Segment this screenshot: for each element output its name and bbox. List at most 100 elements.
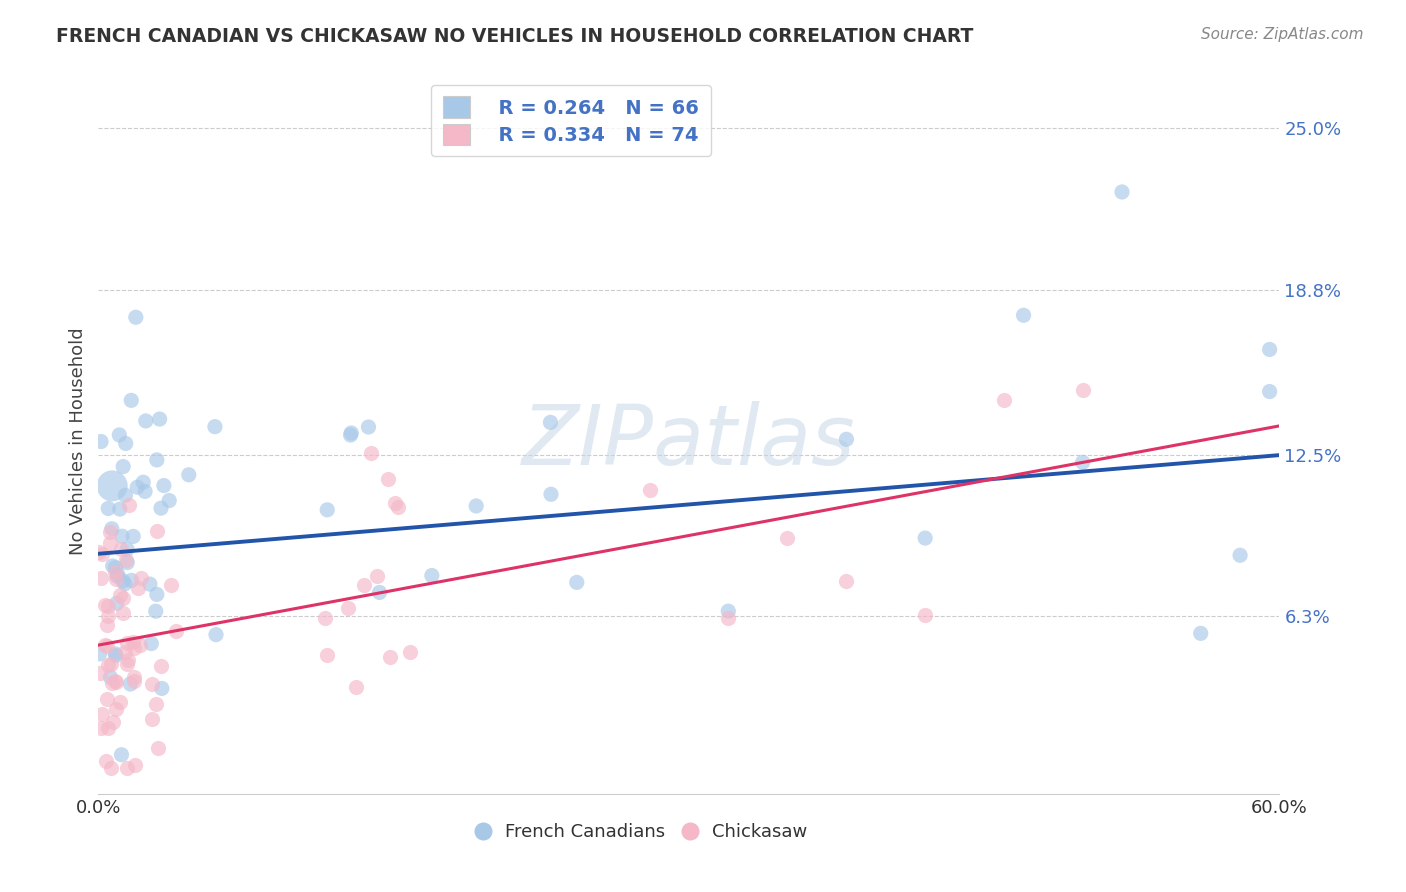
Point [914, 607, 936, 622]
Point [110, 542, 132, 557]
Point [101, 558, 124, 573]
Point [1071, 455, 1094, 469]
Point [149, 412, 172, 426]
Point [108, 502, 131, 516]
Point [111, 529, 134, 543]
Point [127, 581, 149, 595]
Point [125, 310, 148, 325]
Point [141, 712, 163, 726]
Point [145, 604, 167, 618]
Point [353, 577, 375, 591]
Point [316, 503, 339, 517]
Point [384, 496, 406, 510]
Point [98, 525, 121, 540]
Point [105, 572, 128, 586]
Point [1229, 548, 1251, 562]
Point [1012, 308, 1035, 322]
Point [146, 741, 169, 756]
Point [124, 673, 146, 688]
Point [118, 499, 141, 513]
Point [141, 636, 163, 650]
Point [314, 611, 336, 625]
Point [100, 657, 122, 672]
Legend: French Canadians, Chickasaw: French Canadians, Chickasaw [468, 816, 814, 848]
Point [91, 706, 114, 721]
Point [366, 569, 388, 583]
Point [146, 587, 169, 601]
Point [111, 574, 134, 588]
Point [105, 674, 128, 689]
Point [115, 552, 138, 566]
Point [360, 446, 382, 460]
Point [380, 649, 402, 664]
Point [177, 467, 200, 482]
Point [96, 755, 118, 769]
Point [205, 627, 228, 641]
Point [336, 601, 359, 615]
Point [89, 647, 111, 661]
Point [914, 531, 936, 545]
Point [104, 647, 127, 661]
Point [1189, 626, 1212, 640]
Point [89, 545, 111, 559]
Point [96, 618, 118, 632]
Point [105, 569, 128, 583]
Point [339, 428, 361, 442]
Point [108, 588, 131, 602]
Point [94, 598, 117, 612]
Point [97, 657, 120, 672]
Point [89, 665, 111, 680]
Point [90, 434, 112, 449]
Point [114, 488, 136, 502]
Point [114, 577, 136, 591]
Point [97, 721, 120, 735]
Point [104, 673, 127, 688]
Point [835, 432, 858, 446]
Point [129, 571, 152, 585]
Point [134, 484, 156, 499]
Point [96, 599, 118, 614]
Point [98, 536, 121, 550]
Point [105, 596, 128, 610]
Point [96, 639, 118, 653]
Point [1111, 185, 1133, 199]
Point [114, 644, 136, 658]
Point [90, 571, 112, 585]
Point [122, 640, 145, 655]
Point [108, 428, 131, 442]
Point [105, 701, 128, 715]
Point [97, 501, 120, 516]
Text: FRENCH CANADIAN VS CHICKASAW NO VEHICLES IN HOUSEHOLD CORRELATION CHART: FRENCH CANADIAN VS CHICKASAW NO VEHICLES… [56, 27, 973, 45]
Point [565, 575, 588, 590]
Text: Source: ZipAtlas.com: Source: ZipAtlas.com [1201, 27, 1364, 42]
Point [149, 501, 172, 516]
Point [717, 611, 740, 625]
Text: ZIPatlas: ZIPatlas [522, 401, 856, 482]
Point [165, 624, 187, 639]
Point [387, 500, 409, 514]
Point [90, 547, 112, 561]
Point [129, 638, 152, 652]
Point [104, 648, 127, 663]
Point [100, 670, 122, 684]
Point [115, 657, 138, 671]
Point [117, 556, 139, 570]
Point [145, 697, 167, 711]
Point [111, 607, 134, 621]
Point [100, 761, 122, 775]
Point [340, 425, 363, 440]
Point [122, 670, 145, 684]
Point [150, 681, 173, 696]
Point [344, 680, 367, 694]
Point [368, 585, 391, 599]
Point [97, 608, 120, 623]
Point [115, 636, 138, 650]
Point [108, 695, 131, 709]
Point [120, 677, 142, 691]
Point [465, 499, 488, 513]
Point [540, 416, 562, 430]
Point [1258, 384, 1281, 399]
Point [117, 653, 139, 667]
Point [159, 578, 181, 592]
Point [100, 675, 122, 690]
